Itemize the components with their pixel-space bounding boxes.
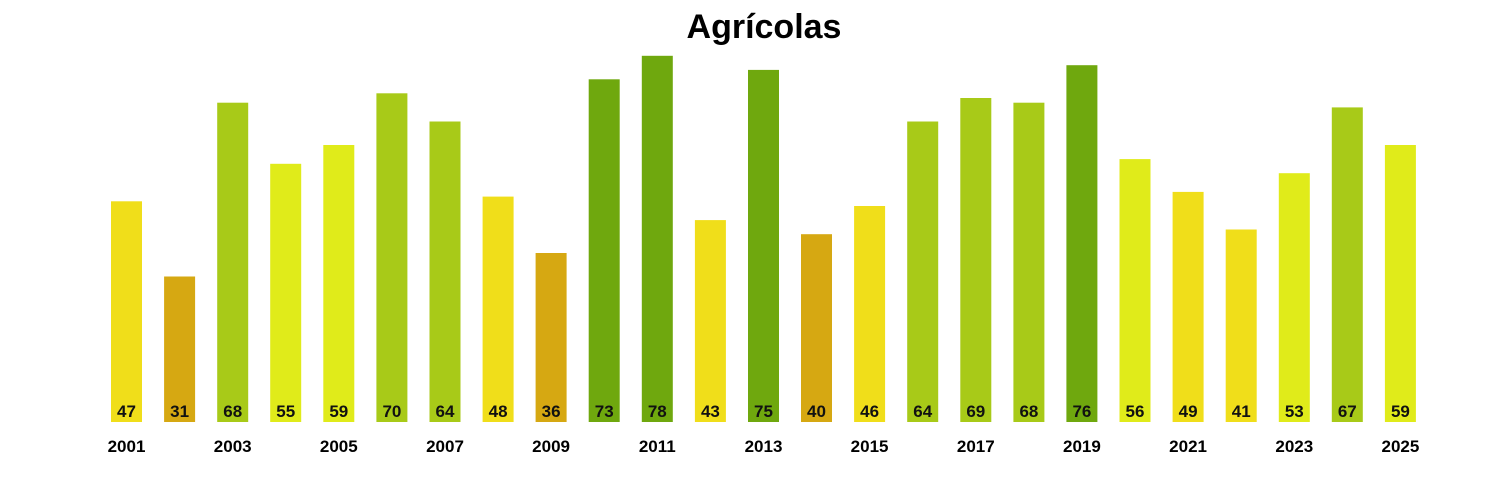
bar-2009	[535, 253, 567, 422]
x-tick-label-2017: 2017	[957, 437, 995, 456]
x-tick-label-2005: 2005	[320, 437, 358, 456]
x-tick-label-2007: 2007	[426, 437, 464, 456]
bar-2005	[323, 145, 355, 422]
value-label-2012: 43	[701, 402, 720, 421]
chart-title: Agrícolas	[686, 8, 842, 46]
bar-2014	[801, 234, 832, 422]
value-label-2024: 67	[1338, 402, 1357, 421]
bar-2002	[164, 276, 196, 422]
x-tick-label-2025: 2025	[1381, 437, 1419, 456]
value-labels-group: 47 31 68 55 59 70 64 48 36 73 78 43 75 40 46 64 69 68 76 56…	[117, 402, 1410, 421]
bar-2022	[1225, 229, 1257, 422]
bar-2015	[854, 206, 886, 422]
value-label-2021: 49	[1179, 402, 1198, 421]
bar-2007	[429, 121, 461, 422]
value-label-2008: 48	[489, 402, 508, 421]
value-label-2025: 59	[1391, 402, 1410, 421]
x-tick-label-2009: 2009	[532, 437, 570, 456]
value-label-2005: 59	[329, 402, 348, 421]
value-label-2003: 68	[223, 402, 242, 421]
x-tick-label-2003: 2003	[214, 437, 252, 456]
bar-2010	[588, 79, 620, 423]
bar-2006	[376, 93, 408, 423]
x-tick-label-2013: 2013	[745, 437, 783, 456]
bar-2008	[482, 196, 514, 422]
bar-2020	[1119, 159, 1151, 422]
value-label-2006: 70	[382, 402, 401, 421]
bar-2004	[270, 163, 302, 423]
bar-2012	[694, 220, 726, 422]
value-label-2007: 64	[436, 402, 455, 421]
x-tick-label-2011: 2011	[639, 437, 676, 456]
value-label-2015: 46	[860, 402, 879, 421]
bar-2019	[1066, 65, 1098, 422]
x-axis-tick-labels: 2001 2003 2005 2007 2009 2011 2013 2015 2017 2019…	[108, 437, 1420, 456]
bar-2013	[748, 69, 779, 423]
value-label-2009: 36	[542, 402, 561, 421]
value-label-2004: 55	[276, 402, 295, 421]
x-tick-label-2015: 2015	[851, 437, 889, 456]
bar-2017	[960, 98, 992, 422]
value-label-2001: 47	[117, 402, 136, 421]
bar-2016	[907, 121, 939, 422]
bars-group	[111, 55, 1416, 423]
value-label-2016: 64	[913, 402, 932, 421]
value-label-2023: 53	[1285, 402, 1304, 421]
bar-2018	[1013, 102, 1045, 422]
value-label-2018: 68	[1019, 402, 1038, 421]
bar-2021	[1172, 191, 1204, 422]
bar-2023	[1278, 173, 1310, 422]
value-label-2002: 31	[170, 402, 189, 421]
x-tick-label-2019: 2019	[1063, 437, 1101, 456]
x-tick-label-2023: 2023	[1275, 437, 1313, 456]
value-label-2010: 73	[595, 402, 614, 421]
value-label-2022: 41	[1232, 402, 1251, 421]
value-label-2014: 40	[807, 402, 826, 421]
bar-2025	[1384, 145, 1416, 422]
value-label-2011: 78	[648, 402, 667, 421]
value-label-2017: 69	[966, 402, 985, 421]
bar-2024	[1331, 107, 1363, 423]
value-label-2019: 76	[1072, 402, 1091, 421]
value-label-2013: 75	[754, 402, 773, 421]
bar-2003	[217, 102, 249, 422]
x-tick-label-2001: 2001	[108, 437, 146, 456]
bar-2001	[111, 201, 142, 422]
bar-2011	[641, 55, 673, 423]
x-tick-label-2021: 2021	[1169, 437, 1207, 456]
value-label-2020: 56	[1126, 402, 1145, 421]
